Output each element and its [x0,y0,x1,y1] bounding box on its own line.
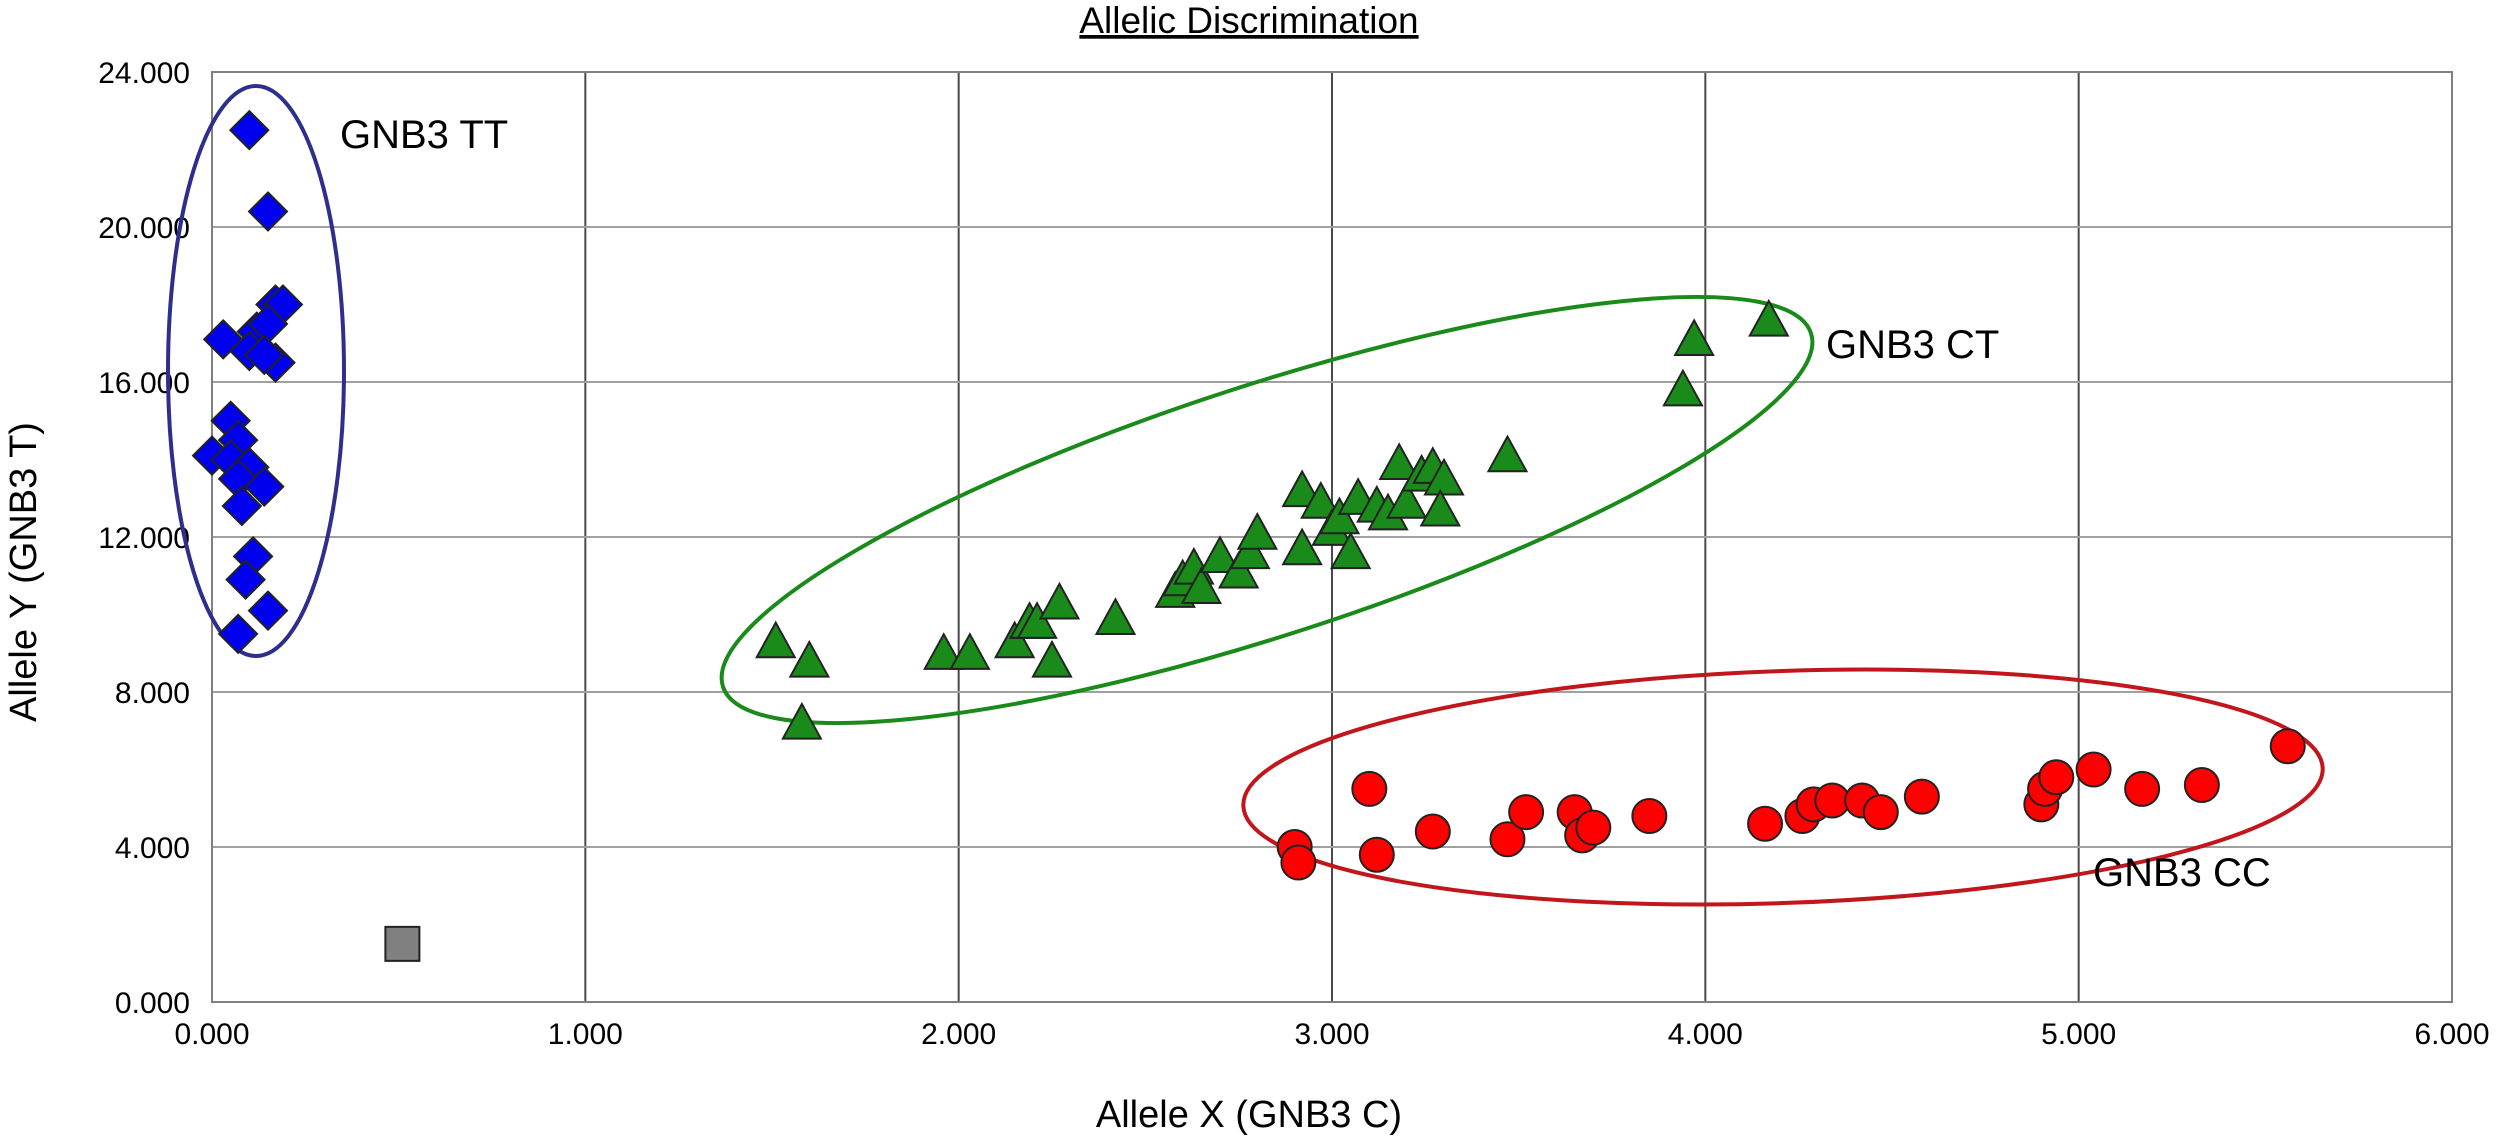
y-tick-label: 16.000 [98,367,190,400]
cluster-ellipse-tt [166,84,346,658]
cluster-label-cc: GNB3 CC [2093,851,2271,895]
data-point-triangle [1038,581,1081,620]
cluster-ellipses [166,84,2325,907]
cluster-ellipse-ct [719,294,1815,726]
cluster-label-tt: GNB3 TT [340,113,508,157]
data-point-circle [2038,759,2075,796]
data-point-triangle [1236,512,1279,550]
data-point-circle [1414,813,1451,850]
data-point-triangle [1486,434,1529,473]
data-point-triangle [788,639,831,678]
data-point-circle [1280,844,1317,881]
y-tick-label: 0.000 [115,987,190,1020]
data-point-triangle [1378,442,1420,480]
x-axis-tick-labels: 0.000 1.000 2.000 3.000 4.000 5.000 6.000 [174,1018,2489,1051]
data-point-circle [2269,728,2306,765]
y-tick-label: 4.000 [115,832,190,865]
x-tick-label: 0.000 [174,1018,249,1051]
data-point-diamond [243,466,285,508]
data-point-diamond [247,191,289,232]
y-tick-label: 8.000 [115,677,190,710]
data-point-triangle [1748,298,1790,337]
data-point-triangle [1423,457,1465,496]
data-point-circle [1631,798,1668,834]
y-axis-title: Allele Y (GNB3 T) [3,422,45,722]
data-point-circle [1903,778,1940,815]
data-point-triangle [1199,535,1241,573]
data-point-triangle [1229,531,1271,570]
data-point-diamond [221,485,263,527]
data-point-circle [1747,805,1784,842]
data-point-circle [1489,821,1526,858]
data-point-triangle [949,632,991,670]
plot-area-frame [211,71,2453,1003]
y-tick-label: 12.000 [98,522,190,555]
data-point-triangle [1300,481,1342,519]
x-tick-label: 1.000 [548,1018,623,1051]
data-point-triangle [1094,597,1137,635]
data-point-diamond [228,109,270,151]
data-point-triangle [1419,488,1461,527]
data-point-triangle [1217,550,1260,589]
x-tick-label: 3.000 [1294,1018,1369,1051]
y-axis-tick-labels: 0.000 4.000 8.000 12.000 16.000 20.000 24.000 [98,57,190,1020]
x-tick-label: 6.000 [2414,1018,2489,1051]
data-point-circle [2124,770,2161,807]
x-tick-label: 4.000 [1668,1018,1743,1051]
data-point-triangle [755,620,797,659]
data-point-square [384,925,421,962]
cluster-label-ct: GNB3 CT [1826,323,1999,367]
data-point-circle [1862,794,1899,831]
data-point-triangle [993,620,1036,659]
data-point-triangle [1016,601,1058,639]
data-point-triangle [1385,481,1428,519]
data-point-circle [1358,836,1395,873]
data-point-triangle [1180,566,1223,604]
y-tick-label: 24.000 [98,57,190,90]
data-point-triangle [1281,527,1323,566]
data-point-circle [2075,751,2112,788]
data-point-triangle [1281,469,1323,508]
data-point-circle [1575,809,1612,846]
y-tick-label: 20.000 [98,212,190,245]
data-point-diamond [225,559,267,601]
x-axis-title: Allele X (GNB3 C) [1096,1094,1402,1136]
chart-title: Allelic Discrimination [1079,0,1418,41]
grid-lines [212,72,2452,1002]
data-point-triangle [1318,496,1361,535]
data-point-triangle [1329,531,1372,570]
x-tick-label: 5.000 [2041,1018,2116,1051]
data-point-diamond [217,613,259,655]
data-point-circle [2183,767,2220,803]
data-point-triangle [1673,318,1715,356]
cluster-ellipse-cc [1241,667,2325,907]
data-point-circle [1508,794,1545,831]
data-point-diamond [243,334,285,376]
data-point-triangle [1662,368,1704,407]
data-point-circle [1351,770,1388,807]
data-points [191,109,2306,962]
data-point-triangle [1031,639,1073,678]
x-tick-label: 2.000 [921,1018,996,1051]
data-point-triangle [923,632,965,670]
data-point-diamond [247,590,289,632]
data-point-triangle [781,701,823,740]
